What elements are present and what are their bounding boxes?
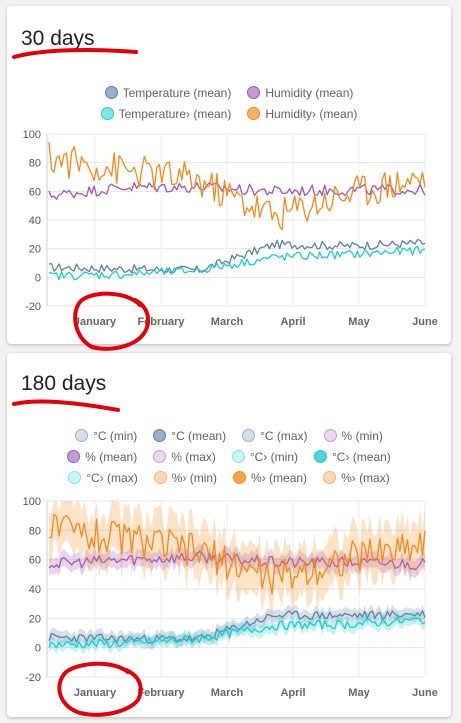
series-line [48, 513, 426, 595]
legend-label: % (min) [341, 428, 383, 443]
x-tick-label: May [348, 687, 370, 699]
legend-swatch-icon [67, 450, 81, 463]
y-tick-label: -20 [25, 672, 41, 684]
card-title: 180 days [21, 372, 107, 395]
y-tick-label: 60 [29, 186, 41, 198]
legend-swatch-icon [323, 471, 337, 484]
legend-label: °C (min) [93, 428, 138, 443]
legend-item[interactable]: Temperature (mean) [104, 85, 232, 100]
x-tick-label: May [348, 316, 370, 328]
legend-swatch-icon [242, 429, 256, 442]
area-chart: 100 80 60 40 20 0 -20 January February March April… [23, 496, 438, 699]
legend-item[interactable]: Humidity (mean) [247, 86, 353, 100]
legend-swatch-icon [104, 86, 118, 99]
legend-item[interactable]: Temperature› (mean) [100, 106, 232, 121]
legend-swatch-icon [323, 429, 337, 442]
legend-label: °C (max) [260, 428, 308, 443]
x-tick-label: June [412, 687, 438, 699]
legend-swatch-icon [247, 86, 261, 99]
legend-label: Temperature (mean) [122, 85, 232, 100]
x-tick-label: February [137, 687, 185, 699]
x-tick-label: April [280, 316, 305, 328]
y-tick-label: 60 [29, 555, 41, 567]
chart-legend: Temperature (mean) Humidity (mean) Tempera… [7, 82, 451, 124]
series-line [48, 610, 426, 644]
legend-item[interactable]: % (max) [153, 450, 216, 464]
series-line [48, 182, 426, 200]
legend-swatch-icon [68, 471, 82, 484]
series-line [48, 142, 426, 231]
x-tick-label: February [137, 316, 185, 328]
legend-label: °C (mean) [171, 428, 227, 443]
legend-swatch-icon [153, 450, 167, 463]
legend-item[interactable]: % (mean) [67, 450, 137, 464]
series-line [48, 616, 426, 649]
legend-row: Temperature (mean) Humidity (mean) [7, 82, 451, 103]
x-tick-label: March [211, 316, 244, 328]
legend-label: % (mean) [85, 449, 138, 464]
y-tick-label: 80 [29, 525, 41, 537]
x-tick-label: June [412, 316, 438, 328]
legend-swatch-icon [100, 107, 114, 120]
y-tick-label: 0 [35, 272, 41, 284]
legend-row: °C (min) °C (mean) °C (max) % (min) [7, 425, 451, 446]
legend-item[interactable]: %› (min) [153, 470, 218, 485]
x-tick-label: January [74, 316, 117, 328]
series-line [48, 238, 426, 274]
legend-item[interactable]: °C› (max) [68, 470, 138, 485]
legend-swatch-icon [153, 429, 167, 442]
y-tick-label: -20 [25, 301, 41, 313]
legend-swatch-icon [75, 429, 89, 442]
y-tick-label: 40 [29, 584, 41, 596]
legend-item[interactable]: °C (mean) [153, 429, 226, 443]
card-30-days: 30 days Temperature (mean) Humidity (mean… [7, 6, 451, 344]
legend-label: Humidity (mean) [265, 85, 354, 100]
y-tick-label: 80 [29, 158, 41, 170]
legend-row: °C› (max) %› (min) %› (mean) %› (max) [7, 467, 451, 488]
legend-item[interactable]: Humidity› (mean) [247, 107, 357, 121]
legend-label: %› (max) [341, 470, 390, 485]
legend-label: °C› (mean) [332, 449, 391, 464]
legend-label: % (max) [171, 449, 216, 464]
y-tick-label: 20 [29, 244, 41, 256]
legend-row: Temperature› (mean) Humidity› (mean) [7, 103, 451, 124]
legend-item[interactable]: °C (max) [242, 428, 308, 443]
legend-label: %› (min) [171, 470, 218, 485]
x-tick-label: January [74, 687, 117, 699]
y-tick-label: 100 [23, 129, 41, 141]
y-tick-label: 20 [29, 613, 41, 625]
legend-item[interactable]: °C› (mean) [314, 450, 391, 464]
legend-swatch-icon [231, 450, 245, 463]
x-tick-label: April [280, 687, 305, 699]
legend-swatch-icon [247, 107, 261, 120]
legend-label: Humidity› (mean) [265, 106, 358, 121]
y-tick-label: 40 [29, 215, 41, 227]
legend-item[interactable]: %› (max) [323, 471, 390, 485]
line-chart: 100 80 60 40 20 0 -20 January February March April… [23, 129, 438, 328]
legend-row: % (mean) % (max) °C› (min) °C› (mean) [7, 446, 451, 467]
y-tick-label: 100 [23, 496, 41, 508]
x-tick-label: March [211, 687, 244, 699]
legend-label: %› (mean) [251, 470, 308, 485]
legend-item[interactable]: % (min) [323, 428, 383, 443]
chart-legend: °C (min) °C (mean) °C (max) % (min) % (mean)… [7, 425, 451, 488]
legend-item[interactable]: %› (mean) [233, 471, 307, 485]
card-title: 30 days [21, 27, 95, 50]
legend-label: Temperature› (mean) [118, 106, 232, 121]
y-tick-label: 0 [35, 643, 41, 655]
series-line [48, 245, 426, 281]
series-line [48, 550, 426, 571]
card-180-days: 180 days °C (min) °C (mean) °C (max) % (min… [7, 353, 451, 717]
legend-item[interactable]: °C (min) [75, 429, 137, 443]
legend-label: °C› (max) [86, 470, 138, 485]
legend-swatch-icon [153, 471, 167, 484]
legend-swatch-icon [314, 450, 327, 463]
legend-item[interactable]: °C› (min) [231, 449, 298, 464]
legend-label: °C› (min) [249, 449, 298, 464]
series-band [49, 501, 425, 619]
legend-swatch-icon [233, 471, 247, 484]
